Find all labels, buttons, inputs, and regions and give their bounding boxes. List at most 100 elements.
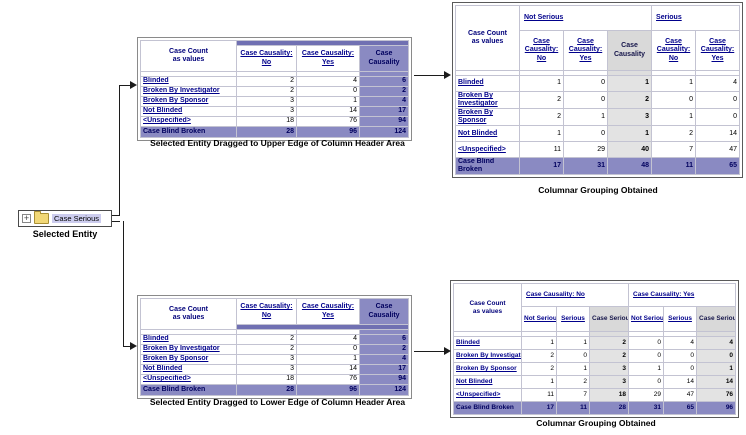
column-header-link[interactable]: Case Causality: Yes: [563, 30, 608, 71]
value-cell: 7: [651, 141, 697, 159]
total-value-cell: 96: [296, 126, 360, 138]
row-label-link[interactable]: Broken By Sponsor: [140, 354, 237, 365]
corner-line1: Case Count: [468, 29, 507, 37]
table-row: Broken By Investigator 2 0 2: [140, 86, 410, 97]
connector-lower-to-result: [414, 351, 445, 352]
arrowhead-to-lower-table: [130, 342, 137, 350]
column-header-link[interactable]: Case Causality: Yes: [296, 298, 360, 325]
column-header-link[interactable]: Case Causality: No: [236, 298, 297, 325]
arrowhead-to-upper-table: [130, 81, 137, 89]
corner-line1: Case Count: [169, 47, 208, 55]
row-label-link[interactable]: Broken By Sponsor: [140, 96, 237, 107]
connector-vertical-upper: [119, 85, 120, 216]
total-value-cell: 17: [519, 157, 564, 176]
row-label-link[interactable]: <Unspecified>: [453, 388, 522, 402]
total-row-label: Case Blind Broken: [140, 126, 237, 138]
value-cell: 14: [663, 375, 698, 389]
group-header-link[interactable]: Case Causality: Yes: [628, 283, 737, 307]
table-row: Broken By Investigator 2 0 2 0 0: [455, 90, 741, 110]
table-row: Broken By Sponsor 3 1 4: [140, 354, 409, 365]
value-cell: 29: [628, 388, 665, 402]
group-header-link[interactable]: Case Causality: No: [520, 283, 630, 307]
column-header-link[interactable]: Case Causality: No: [651, 30, 697, 71]
row-label-link[interactable]: Broken By Sponsor: [455, 108, 520, 127]
value-cell: 3: [236, 96, 297, 107]
value-cell: 2: [236, 76, 297, 87]
row-label-link[interactable]: Broken By Investigator: [140, 86, 237, 97]
value-cell: 2: [606, 90, 653, 110]
column-header-link[interactable]: Case Causality: No: [236, 45, 297, 72]
value-cell: 4: [359, 354, 409, 365]
column-header-link[interactable]: Not Serious: [521, 306, 557, 332]
value-cell: 2: [556, 375, 590, 389]
lower-result-pivot-table: Case Count as values Case Causality: No Cas…: [450, 280, 740, 418]
value-cell: 3: [588, 375, 630, 389]
value-cell: 1: [696, 362, 737, 376]
value-cell: 3: [606, 108, 653, 127]
value-cell: 18: [236, 116, 297, 127]
caption-upper-result: Columnar Grouping Obtained: [538, 185, 658, 195]
column-header-link[interactable]: Case Causality: Yes: [695, 30, 741, 71]
row-label-link[interactable]: Not Blinded: [453, 375, 522, 389]
row-label-link[interactable]: Blinded: [453, 336, 522, 350]
row-label-link[interactable]: Blinded: [140, 334, 237, 345]
corner-line1: Case Count: [469, 300, 506, 308]
value-cell: 1: [606, 125, 653, 143]
value-cell: 2: [588, 349, 630, 363]
tree-node-label[interactable]: Case Serious: [52, 214, 102, 223]
tree-expander-plus-icon[interactable]: +: [22, 213, 31, 223]
table-row: Blinded 2 4 6: [140, 76, 410, 87]
value-cell: 18: [588, 388, 630, 402]
table-row: Broken By Sponsor 2 1 3 1 0: [455, 108, 741, 127]
value-cell: 47: [695, 141, 741, 159]
value-cell: 6: [359, 334, 409, 345]
connector-stub-lower: [112, 221, 120, 222]
row-label-link[interactable]: <Unspecified>: [140, 116, 237, 127]
value-cell: 1: [521, 375, 557, 389]
row-label-link[interactable]: Broken By Investigator: [140, 344, 237, 355]
group-header-link[interactable]: Not Serious: [518, 5, 653, 31]
value-cell: 0: [696, 349, 737, 363]
lower-pivot-table: Case Count as values Case Causality: No Cas…: [137, 295, 412, 399]
column-header-link[interactable]: Serious: [556, 306, 590, 332]
value-cell: 11: [519, 141, 564, 159]
column-header-link[interactable]: Serious: [663, 306, 698, 332]
value-cell: 3: [236, 106, 297, 117]
table-row: Not Blinded 1 2 3 0 14 14: [453, 375, 737, 389]
column-header-link[interactable]: Case Causality: Yes: [296, 45, 360, 72]
row-label-link[interactable]: Broken By Investigator: [455, 90, 520, 110]
selected-entity-node[interactable]: + Case Serious: [18, 210, 112, 227]
value-cell: 2: [651, 125, 697, 143]
row-label-link[interactable]: Not Blinded: [140, 106, 237, 117]
row-label-link[interactable]: <Unspecified>: [455, 141, 520, 159]
total-value-cell: 96: [296, 384, 360, 396]
value-cell: 1: [519, 75, 564, 92]
row-label-link[interactable]: Not Blinded: [140, 364, 237, 375]
row-label-link[interactable]: Blinded: [455, 75, 520, 92]
table-row: <Unspecified> 11 7 18 29 47 76: [453, 388, 737, 402]
column-header-link[interactable]: Case Causality: No: [519, 30, 564, 71]
value-cell: 0: [563, 75, 608, 92]
corner-line2: as values: [172, 56, 205, 63]
table-row: <Unspecified> 18 76 94: [140, 116, 410, 127]
row-label-link[interactable]: <Unspecified>: [140, 374, 237, 385]
value-cell: 2: [519, 90, 564, 110]
group-header-link[interactable]: Serious: [651, 5, 741, 31]
row-label-link[interactable]: Broken By Investigator: [453, 349, 522, 363]
row-label-link[interactable]: Not Blinded: [455, 125, 520, 143]
row-label-link[interactable]: Broken By Sponsor: [453, 362, 522, 376]
folder-icon: [34, 211, 49, 224]
value-cell: 2: [521, 349, 557, 363]
value-cell: 4: [358, 96, 410, 107]
value-cell: 3: [236, 364, 297, 375]
table-row: Broken By Sponsor 2 1 3 1 0 1: [453, 362, 737, 376]
table-row: <Unspecified> 18 76 94: [140, 374, 409, 385]
upper-pivot-table: Case Count as values Case Causality: No Cas…: [137, 37, 413, 141]
summary-column-header: Case Serious: [696, 306, 737, 332]
row-label-link[interactable]: Blinded: [140, 76, 237, 87]
values-corner-cell: Case Count as values: [455, 5, 520, 71]
values-corner-cell: Case Count as values: [140, 298, 237, 330]
column-header-link[interactable]: Not Serious: [628, 306, 665, 332]
value-cell: 4: [695, 75, 741, 92]
